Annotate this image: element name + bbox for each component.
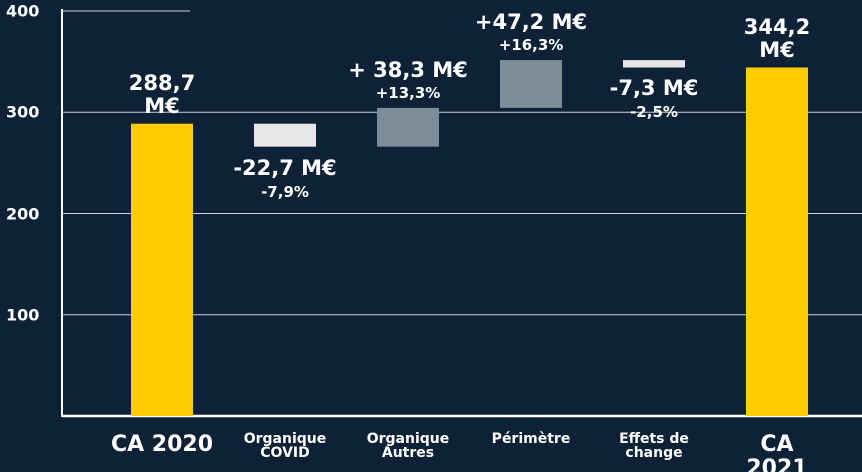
value-label: 288,7 M€ bbox=[128, 70, 196, 118]
value-label: + 38,3 M€ bbox=[348, 57, 468, 82]
x-tick-label: Organique COVID bbox=[243, 431, 327, 461]
percent-label: -2,5% bbox=[630, 103, 678, 122]
value-label: -22,7 M€ bbox=[233, 155, 337, 180]
y-tick-label: 100 bbox=[6, 305, 40, 325]
x-tick-label: CA 2021 bbox=[746, 432, 808, 472]
x-tick-label: Périmètre bbox=[491, 431, 571, 447]
x-tick-label: Organique Autres bbox=[366, 431, 450, 461]
y-tick-label: 200 bbox=[6, 204, 40, 223]
bar bbox=[377, 107, 439, 147]
bar bbox=[254, 123, 316, 147]
percent-label: -7,9% bbox=[261, 182, 309, 201]
bar bbox=[131, 123, 193, 416]
x-tick-label: CA 2020 bbox=[110, 432, 214, 457]
value-label: 344,2 M€ bbox=[743, 14, 811, 62]
y-tick-label: 300 bbox=[6, 102, 40, 122]
bar bbox=[500, 60, 562, 108]
bar bbox=[746, 67, 808, 416]
bar bbox=[623, 60, 685, 68]
percent-label: +16,3% bbox=[498, 36, 564, 55]
y-tick-label: 400 bbox=[6, 1, 40, 21]
value-label: +47,2 M€ bbox=[474, 10, 588, 35]
x-tick-label: Effets de change bbox=[619, 431, 689, 461]
value-label: -7,3 M€ bbox=[609, 76, 699, 101]
percent-label: +13,3% bbox=[375, 83, 441, 102]
